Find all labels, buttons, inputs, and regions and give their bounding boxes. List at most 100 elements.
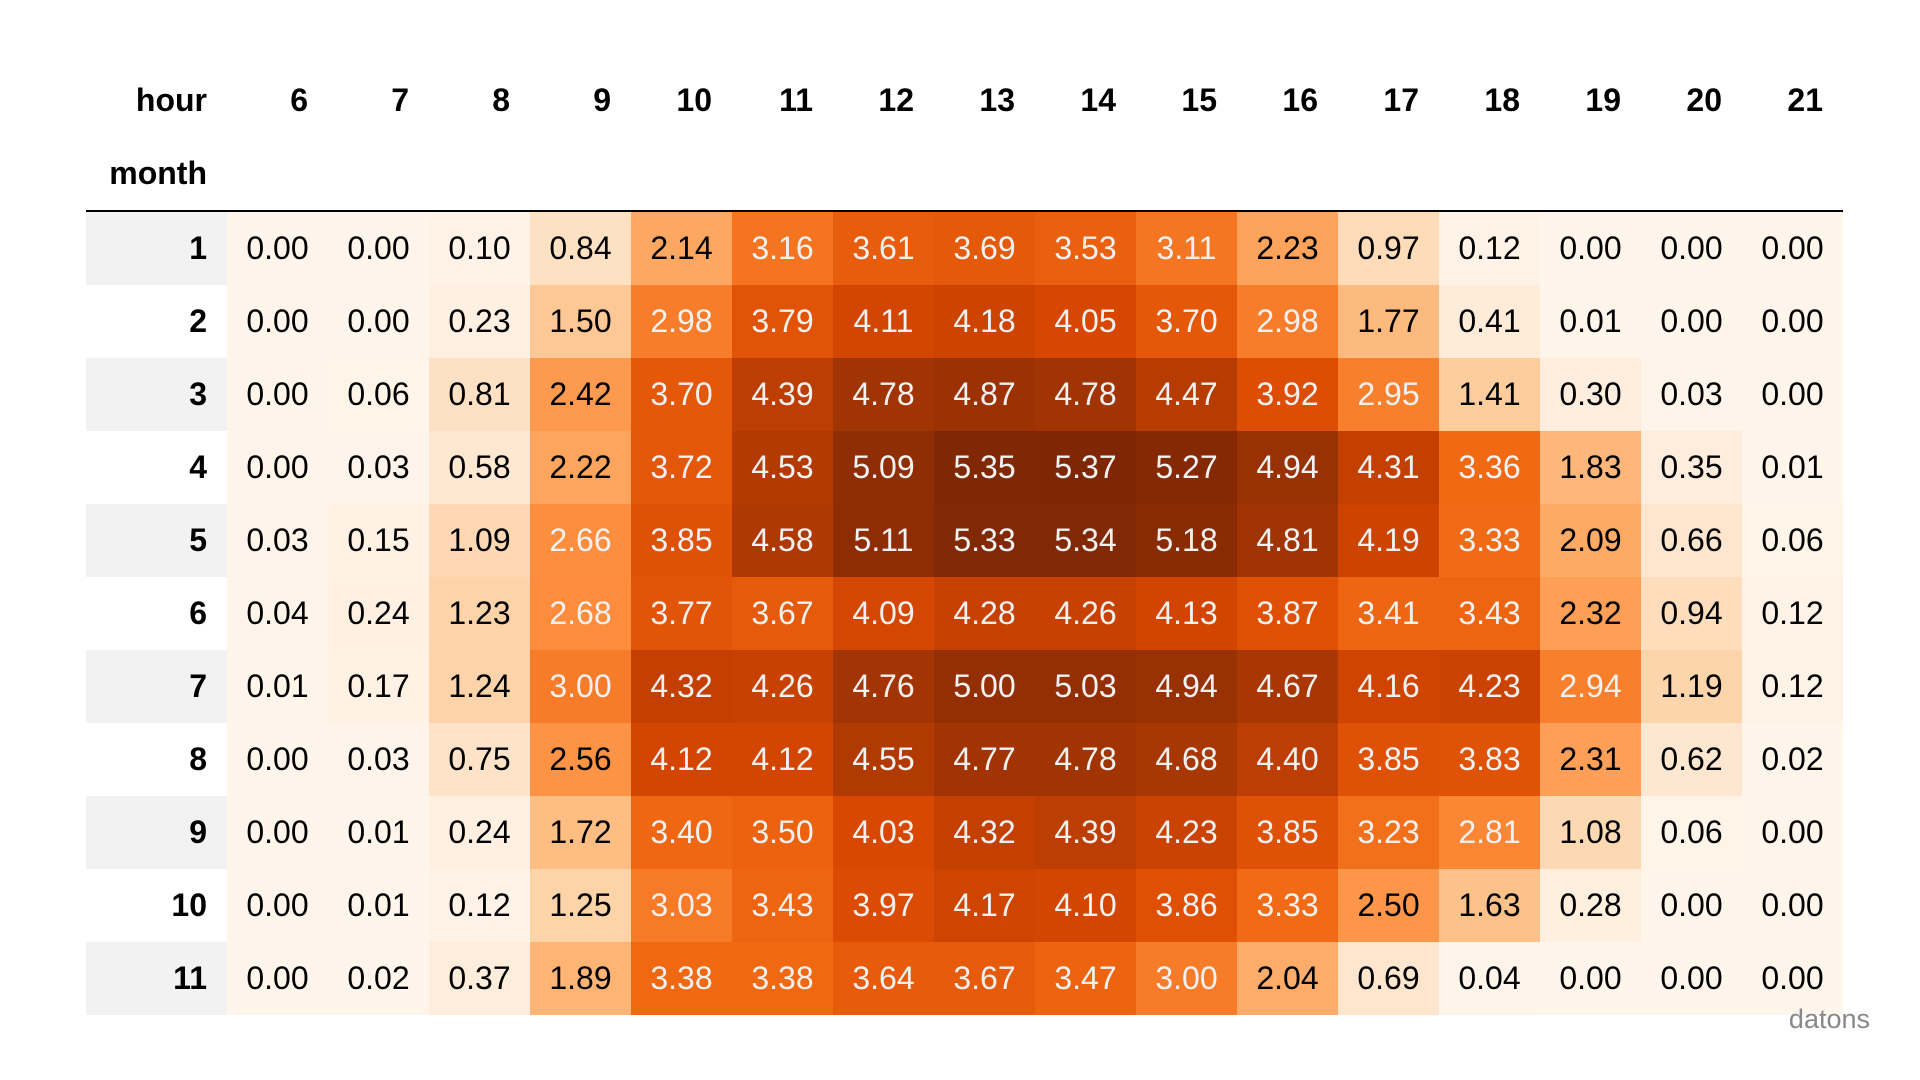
cell: 0.00 xyxy=(328,211,429,285)
column-label: 8 xyxy=(492,82,510,118)
row-label: 2 xyxy=(189,303,207,339)
column-header-name: hour xyxy=(135,82,207,118)
cell: 0.24 xyxy=(429,796,530,869)
cell: 5.03 xyxy=(1035,650,1136,723)
cell: 2.09 xyxy=(1540,504,1641,577)
table-row: 4 0.00 0.03 0.58 2.22 3.72 4.53 5.09 5.35 5.37 5.2… xyxy=(86,431,1843,504)
blank xyxy=(833,137,934,212)
blank xyxy=(934,137,1035,212)
cell: 1.77 xyxy=(1338,285,1439,358)
cell: 1.08 xyxy=(1540,796,1641,869)
cell: 0.00 xyxy=(227,285,328,358)
cell: 4.47 xyxy=(1136,358,1237,431)
row-label: 1 xyxy=(86,211,227,285)
cell: 4.26 xyxy=(1035,577,1136,650)
cell: 1.09 xyxy=(429,504,530,577)
column-label: 21 xyxy=(1787,82,1823,118)
cell: 0.00 xyxy=(1742,942,1843,1015)
cell: 4.32 xyxy=(631,650,732,723)
cell: 1.24 xyxy=(429,650,530,723)
cell: 4.77 xyxy=(934,723,1035,796)
column-label: 14 xyxy=(1080,82,1116,118)
cell: 4.39 xyxy=(732,358,833,431)
column-label: 6 xyxy=(290,82,308,118)
cell: 0.24 xyxy=(328,577,429,650)
cell: 2.98 xyxy=(1237,285,1338,358)
blank xyxy=(1742,137,1843,212)
cell: 0.30 xyxy=(1540,358,1641,431)
cell: 3.70 xyxy=(631,358,732,431)
cell: 0.00 xyxy=(227,796,328,869)
cell: 3.00 xyxy=(1136,942,1237,1015)
cell: 4.26 xyxy=(732,650,833,723)
cell: 0.81 xyxy=(429,358,530,431)
cell: 3.33 xyxy=(1237,869,1338,942)
cell: 3.41 xyxy=(1338,577,1439,650)
cell: 0.12 xyxy=(1742,650,1843,723)
cell: 2.94 xyxy=(1540,650,1641,723)
cell: 0.01 xyxy=(1540,285,1641,358)
column-label: 11 xyxy=(779,82,813,118)
blank xyxy=(1035,137,1136,212)
cell: 0.04 xyxy=(227,577,328,650)
cell: 0.94 xyxy=(1641,577,1742,650)
cell: 3.11 xyxy=(1136,211,1237,285)
cell: 1.50 xyxy=(530,285,631,358)
cell: 3.97 xyxy=(833,869,934,942)
cell: 0.37 xyxy=(429,942,530,1015)
cell: 0.06 xyxy=(1641,796,1742,869)
cell: 4.18 xyxy=(934,285,1035,358)
cell: 3.87 xyxy=(1237,577,1338,650)
column-label: 9 xyxy=(593,82,611,118)
cell: 4.78 xyxy=(833,358,934,431)
cell: 0.66 xyxy=(1641,504,1742,577)
cell: 0.02 xyxy=(1742,723,1843,796)
cell: 3.85 xyxy=(1237,796,1338,869)
blank xyxy=(227,137,328,212)
cell: 3.00 xyxy=(530,650,631,723)
watermark: datons xyxy=(1788,1004,1870,1034)
cell: 0.12 xyxy=(1439,211,1540,285)
cell: 3.50 xyxy=(732,796,833,869)
cell: 1.41 xyxy=(1439,358,1540,431)
column-label: 12 xyxy=(878,82,914,118)
cell: 3.33 xyxy=(1439,504,1540,577)
table-row: 8 0.00 0.03 0.75 2.56 4.12 4.12 4.55 4.77 4.78 4.6… xyxy=(86,723,1843,796)
cell: 0.97 xyxy=(1338,211,1439,285)
cell: 4.31 xyxy=(1338,431,1439,504)
cell: 4.39 xyxy=(1035,796,1136,869)
row-label: 3 xyxy=(86,358,227,431)
cell: 3.64 xyxy=(833,942,934,1015)
cell: 4.19 xyxy=(1338,504,1439,577)
table-row: 2 0.00 0.00 0.23 1.50 2.98 3.79 4.11 4.18 4.05 3.7… xyxy=(86,285,1843,358)
cell: 0.06 xyxy=(328,358,429,431)
cell: 0.00 xyxy=(1641,869,1742,942)
cell: 4.81 xyxy=(1237,504,1338,577)
cell: 3.36 xyxy=(1439,431,1540,504)
row-label: 4 xyxy=(189,449,207,485)
cell: 3.43 xyxy=(732,869,833,942)
cell: 5.11 xyxy=(833,504,934,577)
cell: 3.92 xyxy=(1237,358,1338,431)
cell: 0.01 xyxy=(328,796,429,869)
cell: 4.13 xyxy=(1136,577,1237,650)
column-label: 20 xyxy=(1686,82,1722,118)
cell: 4.67 xyxy=(1237,650,1338,723)
cell: 0.00 xyxy=(1540,211,1641,285)
cell: 0.03 xyxy=(328,431,429,504)
cell: 4.17 xyxy=(934,869,1035,942)
column-label: 17 xyxy=(1383,82,1419,118)
cell: 4.53 xyxy=(732,431,833,504)
column-label: 15 xyxy=(1181,82,1217,118)
cell: 4.87 xyxy=(934,358,1035,431)
cell: 3.77 xyxy=(631,577,732,650)
cell: 0.23 xyxy=(429,285,530,358)
table-head: hour 6 7 8 9 10 11 12 13 14 15 16 17 18 19 20 21 month xyxy=(86,64,1843,212)
cell: 0.02 xyxy=(328,942,429,1015)
cell: 0.00 xyxy=(1742,796,1843,869)
cell: 2.31 xyxy=(1540,723,1641,796)
table-container: hour 6 7 8 9 10 11 12 13 14 15 16 17 18 19 20 21 month … xyxy=(86,64,1843,1015)
header-row: hour 6 7 8 9 10 11 12 13 14 15 16 17 18 19 20 21 xyxy=(86,64,1843,137)
cell: 0.03 xyxy=(227,504,328,577)
